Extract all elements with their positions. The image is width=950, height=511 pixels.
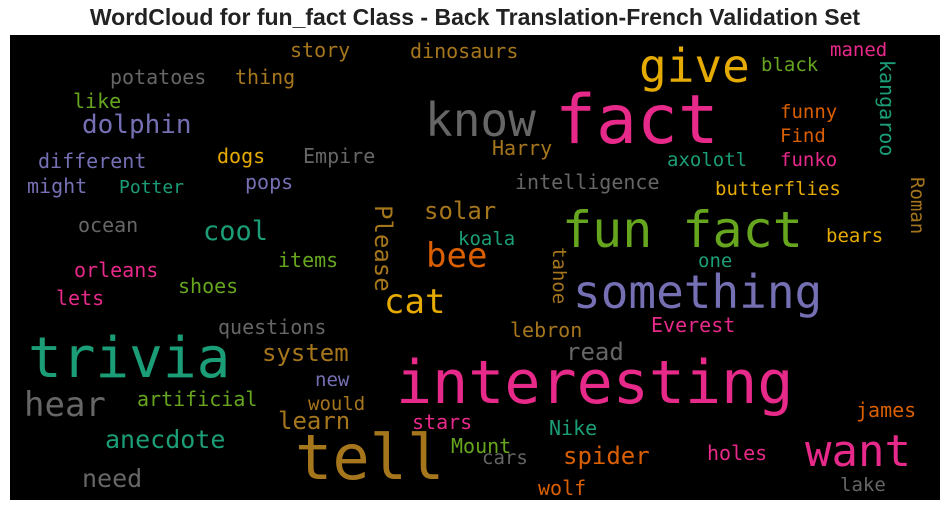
word-please: Please bbox=[369, 205, 397, 292]
word-ocean: ocean bbox=[78, 213, 139, 237]
word-maned: maned bbox=[830, 39, 888, 61]
word-shoes: shoes bbox=[178, 274, 239, 298]
word-potatoes: potatoes bbox=[110, 65, 207, 89]
word-dolphin: dolphin bbox=[82, 110, 192, 140]
word-funny: funny bbox=[780, 101, 838, 123]
word-nike: Nike bbox=[549, 416, 598, 440]
word-mount: Mount bbox=[451, 434, 512, 458]
word-cars: cars bbox=[482, 447, 528, 469]
word-everest: Everest bbox=[651, 313, 736, 337]
word-axolotl: axolotl bbox=[667, 149, 748, 171]
word-want: want bbox=[805, 426, 911, 477]
word-cat: cat bbox=[384, 282, 446, 322]
chart-title: WordCloud for fun_fact Class - Back Tran… bbox=[89, 4, 861, 30]
word-james: james bbox=[856, 398, 917, 422]
word-butterflies: butterflies bbox=[715, 178, 841, 200]
word-stars: stars bbox=[412, 410, 473, 434]
word-read: read bbox=[566, 338, 624, 366]
word-items: items bbox=[278, 248, 339, 272]
word-new: new bbox=[315, 369, 350, 391]
word-cool: cool bbox=[203, 216, 269, 247]
word-pops: pops bbox=[245, 170, 294, 194]
word-find: Find bbox=[780, 125, 826, 147]
word-fun-fact: fun fact bbox=[562, 201, 803, 259]
word-kangaroo: kangaroo bbox=[875, 60, 899, 157]
word-anecdote: anecdote bbox=[105, 425, 226, 454]
word-system: system bbox=[262, 339, 349, 367]
word-roman: Roman bbox=[906, 177, 928, 235]
word-holes: holes bbox=[707, 441, 768, 465]
word-harry: Harry bbox=[492, 136, 553, 160]
word-wolf: wolf bbox=[538, 476, 587, 500]
word-interesting: interesting bbox=[396, 348, 794, 418]
word-spider: spider bbox=[563, 442, 650, 470]
word-thing: thing bbox=[235, 65, 296, 89]
word-empire: Empire bbox=[303, 144, 376, 168]
word-give: give bbox=[639, 39, 750, 93]
word-black: black bbox=[761, 54, 819, 76]
word-need: need bbox=[82, 464, 143, 493]
word-tahoe: tahoe bbox=[548, 247, 570, 305]
word-koala: koala bbox=[458, 228, 516, 250]
word-might: might bbox=[27, 174, 88, 198]
word-funko: funko bbox=[780, 149, 838, 171]
word-one: one bbox=[698, 250, 733, 272]
word-lake: lake bbox=[840, 474, 886, 496]
word-know: know bbox=[425, 93, 536, 147]
word-potter: Potter bbox=[119, 177, 185, 198]
wordcloud-canvas: interesting fact tell trivia fun fact somethi… bbox=[10, 35, 940, 500]
word-hear: hear bbox=[24, 385, 106, 425]
word-tell: tell bbox=[295, 421, 445, 494]
word-intelligence: intelligence bbox=[515, 170, 660, 194]
word-lets: lets bbox=[56, 286, 105, 310]
word-different: different bbox=[38, 149, 147, 173]
word-questions: questions bbox=[218, 315, 327, 339]
word-something: something bbox=[573, 265, 823, 319]
word-dinosaurs: dinosaurs bbox=[410, 39, 519, 63]
word-lebron: lebron bbox=[510, 318, 583, 342]
word-bears: bears bbox=[826, 225, 884, 247]
word-bee: bee bbox=[426, 236, 488, 276]
word-dogs: dogs bbox=[217, 144, 266, 168]
word-trivia: trivia bbox=[28, 326, 231, 391]
word-learn: learn bbox=[278, 407, 351, 435]
word-orleans: orleans bbox=[74, 258, 159, 282]
word-would: would bbox=[308, 393, 366, 415]
word-story: story bbox=[290, 38, 351, 62]
word-artificial: artificial bbox=[137, 387, 258, 411]
word-solar: solar bbox=[424, 197, 497, 225]
word-like: like bbox=[73, 89, 122, 113]
word-fact: fact bbox=[555, 81, 719, 160]
